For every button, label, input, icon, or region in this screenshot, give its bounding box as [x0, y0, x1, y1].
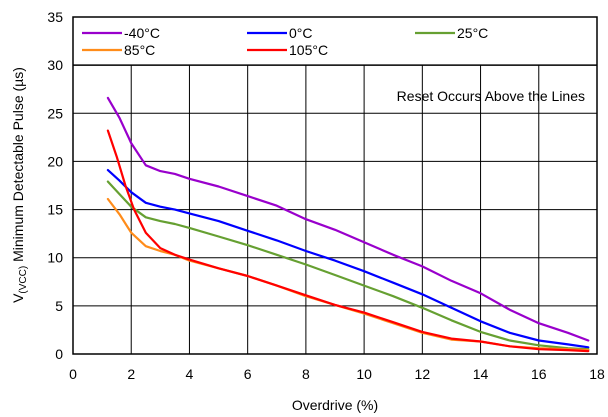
- y-tick-label-1: 5: [55, 298, 63, 314]
- y-tick-label-6: 30: [47, 57, 63, 73]
- series-line-0: [106, 96, 590, 342]
- x-tick-label-3: 6: [244, 366, 252, 382]
- legend-label-4: 105°C: [289, 42, 328, 58]
- series-line-4: [106, 129, 590, 353]
- x-tick-label-4: 8: [302, 366, 310, 382]
- y-tick-label-2: 10: [47, 250, 63, 266]
- tick-labels: 0 2 4 6 8 10 12 14 16 18 0 5 10 15 20 25 30 35: [47, 9, 605, 382]
- plot-frame: [72, 16, 598, 355]
- legend-label-1: 0°C: [289, 25, 313, 41]
- legend-label-0: -40°C: [124, 25, 160, 41]
- y-axis-title-rest: Minimum Detectable Pulse (µs): [10, 67, 26, 266]
- y-tick-label-4: 20: [47, 153, 63, 169]
- y-tick-label-0: 0: [55, 346, 63, 362]
- legend-label-2: 25°C: [457, 25, 488, 41]
- legend: -40°C 0°C 25°C 85°C 105°C: [82, 25, 488, 58]
- x-tick-label-8: 16: [531, 366, 547, 382]
- grid: [73, 65, 597, 354]
- x-axis-title: Overdrive (%): [292, 397, 378, 413]
- series-line-2: [106, 180, 590, 351]
- series-lines: [106, 96, 590, 353]
- legend-label-3: 85°C: [124, 42, 155, 58]
- x-tick-label-0: 0: [69, 366, 77, 382]
- x-tick-label-7: 14: [473, 366, 489, 382]
- annotation-text: Reset Occurs Above the Lines: [397, 88, 585, 104]
- y-axis-title-main: V: [10, 293, 26, 303]
- x-tick-label-1: 2: [127, 366, 135, 382]
- series-line-3: [106, 197, 590, 352]
- y-tick-label-5: 25: [47, 105, 63, 121]
- y-axis-title-sub: (VCC): [18, 266, 29, 294]
- x-tick-label-2: 4: [186, 366, 194, 382]
- y-tick-label-3: 15: [47, 202, 63, 218]
- y-tick-label-7: 35: [47, 9, 63, 25]
- x-tick-label-5: 10: [356, 366, 372, 382]
- x-tick-label-6: 12: [415, 366, 431, 382]
- plot-border: [72, 16, 598, 355]
- y-axis-title: V(VCC) Minimum Detectable Pulse (µs): [10, 67, 29, 303]
- series-line-1: [106, 169, 590, 349]
- x-tick-label-9: 18: [589, 366, 605, 382]
